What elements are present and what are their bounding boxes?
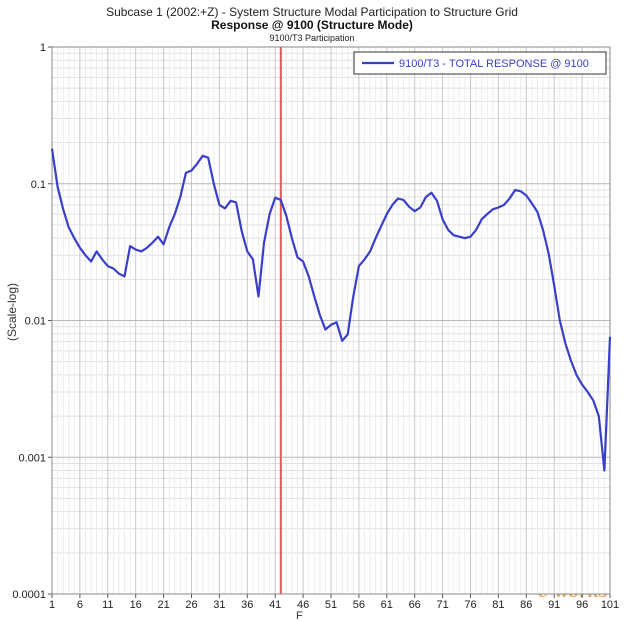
x-tick-label: 36: [241, 599, 253, 611]
x-tick-label: 66: [409, 599, 421, 611]
x-tick-label: 6: [77, 599, 83, 611]
x-tick-label: 101: [601, 599, 619, 611]
x-tick-label: 41: [269, 599, 281, 611]
series-line: [50, 148, 612, 472]
x-tick-label: 81: [492, 599, 504, 611]
y-tick-label: 0.001: [18, 452, 46, 464]
chart-subtitle-top: Subcase 1 (2002:+Z) - System Structure M…: [106, 5, 518, 19]
y-tick-label: 0.01: [25, 316, 46, 328]
x-tick-label: 46: [297, 599, 309, 611]
x-tick-label: 1: [49, 599, 55, 611]
x-tick-label: 21: [157, 599, 169, 611]
y-tick-label: 0.0001: [12, 589, 46, 601]
x-tick-label: 96: [576, 599, 588, 611]
x-tick-label: 26: [185, 599, 197, 611]
x-tick-label: 86: [520, 599, 532, 611]
x-tick-label: 16: [130, 599, 142, 611]
legend-box: [353, 51, 607, 75]
y-tick-label: 1: [40, 42, 46, 54]
x-tick-label: 71: [436, 599, 448, 611]
x-tick-label: 51: [325, 599, 337, 611]
chart-title: Response @ 9100 (Structure Mode): [211, 18, 413, 32]
legend-label: 9100/T3 - TOTAL RESPONSE @ 9100: [399, 58, 589, 70]
x-tick-label: 56: [353, 599, 365, 611]
x-tick-label: 61: [381, 599, 393, 611]
x-tick-label: 91: [548, 599, 560, 611]
y-tick-label: 0.1: [31, 179, 46, 191]
x-tick-label: 31: [213, 599, 225, 611]
x-tick-label: 11: [102, 599, 113, 611]
x-axis-label: F: [296, 610, 303, 622]
plot-frame: [51, 46, 611, 595]
chart-subtitle-bottom: 9100/T3 Participation: [269, 33, 355, 43]
x-tick-label: 76: [464, 599, 476, 611]
